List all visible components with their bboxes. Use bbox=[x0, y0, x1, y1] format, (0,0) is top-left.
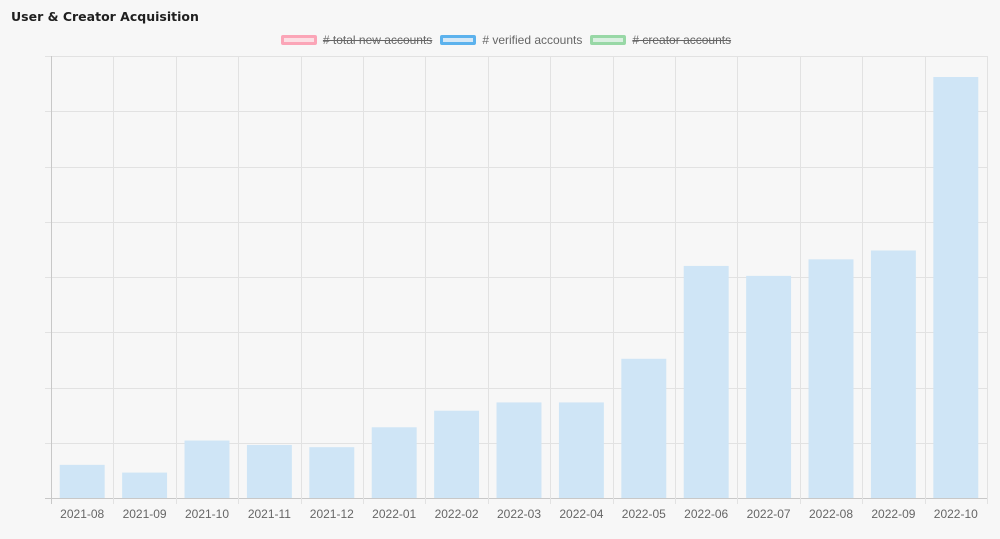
x-tick-label: 2021-12 bbox=[310, 507, 354, 521]
legend-label-verified-accounts: # verified accounts bbox=[482, 33, 583, 47]
bar bbox=[933, 76, 979, 499]
x-tick-label: 2022-09 bbox=[871, 507, 915, 521]
x-tick-label: 2022-05 bbox=[622, 507, 666, 521]
bar bbox=[746, 275, 792, 498]
x-tick-label: 2022-02 bbox=[435, 507, 479, 521]
legend-swatch-creator-accounts bbox=[590, 35, 627, 45]
bar bbox=[371, 427, 417, 498]
x-tick-label: 2022-01 bbox=[372, 507, 416, 521]
bar bbox=[184, 440, 230, 498]
legend-item-verified-accounts[interactable]: # verified accounts bbox=[440, 33, 582, 47]
chart-title: User & Creator Acquisition bbox=[11, 9, 199, 24]
bar bbox=[59, 464, 105, 498]
x-tick-label: 2022-07 bbox=[747, 507, 791, 521]
bar bbox=[246, 444, 292, 498]
x-tick-label: 2022-06 bbox=[684, 507, 728, 521]
bar bbox=[309, 447, 355, 498]
legend-label-total-new-accounts: # total new accounts bbox=[322, 33, 433, 47]
legend-item-total-new-accounts[interactable]: # total new accounts bbox=[280, 33, 433, 47]
x-tick-label: 2022-03 bbox=[497, 507, 541, 521]
bar bbox=[870, 250, 916, 498]
legend-label-creator-accounts: # creator accounts bbox=[632, 33, 732, 47]
x-tick-label: 2022-08 bbox=[809, 507, 853, 521]
bar bbox=[558, 402, 604, 498]
x-tick-label: 2022-10 bbox=[934, 507, 978, 521]
bar bbox=[122, 472, 168, 498]
legend-item-creator-accounts[interactable]: # creator accounts bbox=[590, 33, 731, 47]
x-tick-label: 2022-04 bbox=[559, 507, 603, 521]
x-tick-label: 2021-09 bbox=[123, 507, 167, 521]
bar bbox=[683, 265, 729, 498]
legend: # total new accounts # verified accounts… bbox=[0, 31, 1000, 49]
bar bbox=[496, 402, 542, 498]
bar bbox=[621, 358, 667, 498]
x-tick-label: 2021-11 bbox=[248, 507, 291, 521]
bar bbox=[808, 259, 854, 498]
x-tick-label: 2021-10 bbox=[185, 507, 229, 521]
bar bbox=[434, 410, 480, 498]
legend-swatch-verified-accounts bbox=[440, 35, 477, 45]
legend-swatch-total-new-accounts bbox=[280, 35, 317, 45]
x-tick-label: 2021-08 bbox=[60, 507, 104, 521]
